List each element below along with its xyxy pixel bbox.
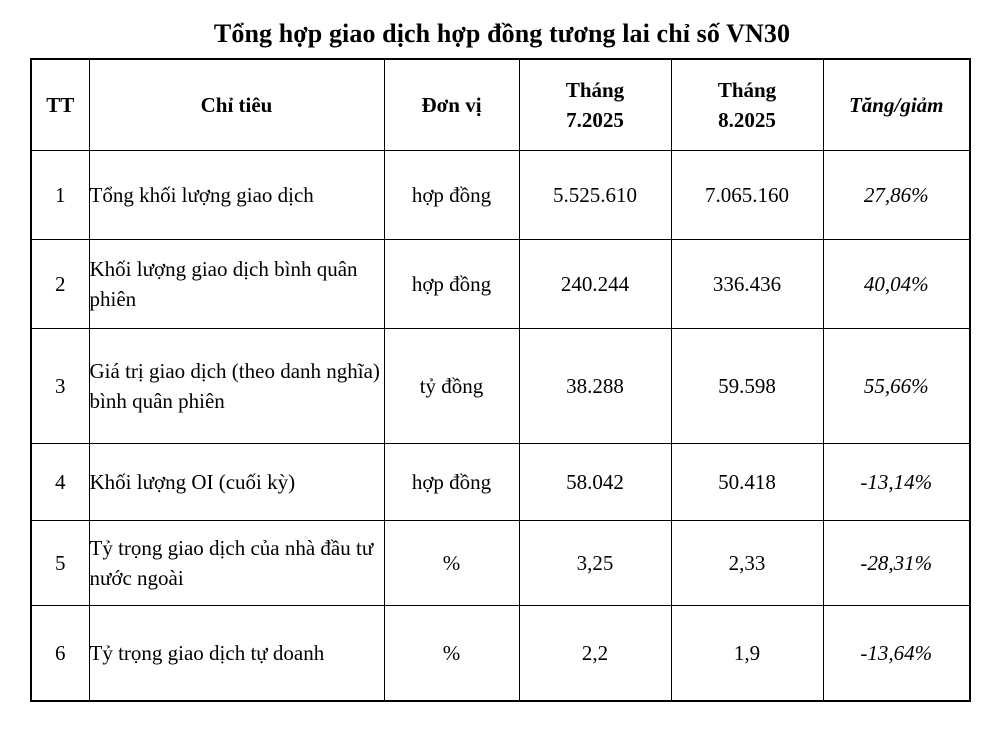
column-header-month-2: Tháng 8.2025 (670, 58, 824, 151)
cell-change: 55,66% (822, 328, 971, 444)
cell-name: Tổng khối lượng giao dịch (88, 150, 385, 240)
cell-change: 27,86% (822, 150, 971, 240)
cell-month-2: 336.436 (670, 239, 824, 329)
column-header-month-1-line-2: 7.2025 (566, 108, 624, 132)
cell-index: 6 (30, 605, 90, 702)
table-row: 6 Tỷ trọng giao dịch tự doanh % 2,2 1,9 … (30, 605, 971, 702)
table-row: 3 Giá trị giao dịch (theo danh nghĩa) bì… (30, 328, 971, 444)
cell-unit: tỷ đồng (383, 328, 520, 444)
cell-month-1: 240.244 (518, 239, 672, 329)
cell-change: -13,64% (822, 605, 971, 702)
table-header-row: TT Chỉ tiêu Đơn vị Tháng 7.2025 Tháng 8.… (30, 58, 971, 151)
cell-name: Tỷ trọng giao dịch của nhà đầu tư nước n… (88, 520, 385, 606)
table-row: 4 Khối lượng OI (cuối kỳ) hợp đồng 58.04… (30, 443, 971, 521)
cell-unit: hợp đồng (383, 443, 520, 521)
column-header-month-1-line-1: Tháng (565, 78, 625, 102)
cell-month-1: 3,25 (518, 520, 672, 606)
column-header-index: TT (30, 58, 90, 151)
cell-change: -28,31% (822, 520, 971, 606)
table-row: 2 Khối lượng giao dịch bình quân phiên h… (30, 239, 971, 329)
cell-month-2: 2,33 (670, 520, 824, 606)
cell-month-1: 58.042 (518, 443, 672, 521)
cell-index: 3 (30, 328, 90, 444)
cell-name: Giá trị giao dịch (theo danh nghĩa) bình… (88, 328, 385, 444)
cell-month-2: 59.598 (670, 328, 824, 444)
table-body: 1 Tổng khối lượng giao dịch hợp đồng 5.5… (30, 150, 971, 702)
cell-name: Khối lượng OI (cuối kỳ) (88, 443, 385, 521)
page-title: Tổng hợp giao dịch hợp đồng tương lai ch… (213, 19, 791, 48)
cell-name: Khối lượng giao dịch bình quân phiên (88, 239, 385, 329)
column-header-month-2-line-2: 8.2025 (718, 108, 776, 132)
cell-change: -13,14% (822, 443, 971, 521)
table-header: TT Chỉ tiêu Đơn vị Tháng 7.2025 Tháng 8.… (30, 58, 971, 151)
column-header-name: Chỉ tiêu (88, 58, 385, 151)
vn30-futures-summary-table: TT Chỉ tiêu Đơn vị Tháng 7.2025 Tháng 8.… (30, 58, 971, 702)
cell-change: 40,04% (822, 239, 971, 329)
summary-table-container: TT Chỉ tiêu Đơn vị Tháng 7.2025 Tháng 8.… (30, 58, 971, 702)
cell-index: 4 (30, 443, 90, 521)
cell-month-2: 7.065.160 (670, 150, 824, 240)
cell-index: 5 (30, 520, 90, 606)
cell-month-2: 50.418 (670, 443, 824, 521)
column-header-month-2-line-1: Tháng (717, 78, 777, 102)
cell-unit: % (383, 605, 520, 702)
table-row: 1 Tổng khối lượng giao dịch hợp đồng 5.5… (30, 150, 971, 240)
cell-month-2: 1,9 (670, 605, 824, 702)
column-header-change: Tăng/giảm (822, 58, 971, 151)
cell-month-1: 5.525.610 (518, 150, 672, 240)
cell-index: 2 (30, 239, 90, 329)
column-header-month-1: Tháng 7.2025 (518, 58, 672, 151)
cell-unit: % (383, 520, 520, 606)
cell-month-1: 2,2 (518, 605, 672, 702)
cell-index: 1 (30, 150, 90, 240)
cell-month-1: 38.288 (518, 328, 672, 444)
cell-unit: hợp đồng (383, 239, 520, 329)
cell-name: Tỷ trọng giao dịch tự doanh (88, 605, 385, 702)
table-row: 5 Tỷ trọng giao dịch của nhà đầu tư nước… (30, 520, 971, 606)
cell-unit: hợp đồng (383, 150, 520, 240)
column-header-unit: Đơn vị (383, 58, 520, 151)
